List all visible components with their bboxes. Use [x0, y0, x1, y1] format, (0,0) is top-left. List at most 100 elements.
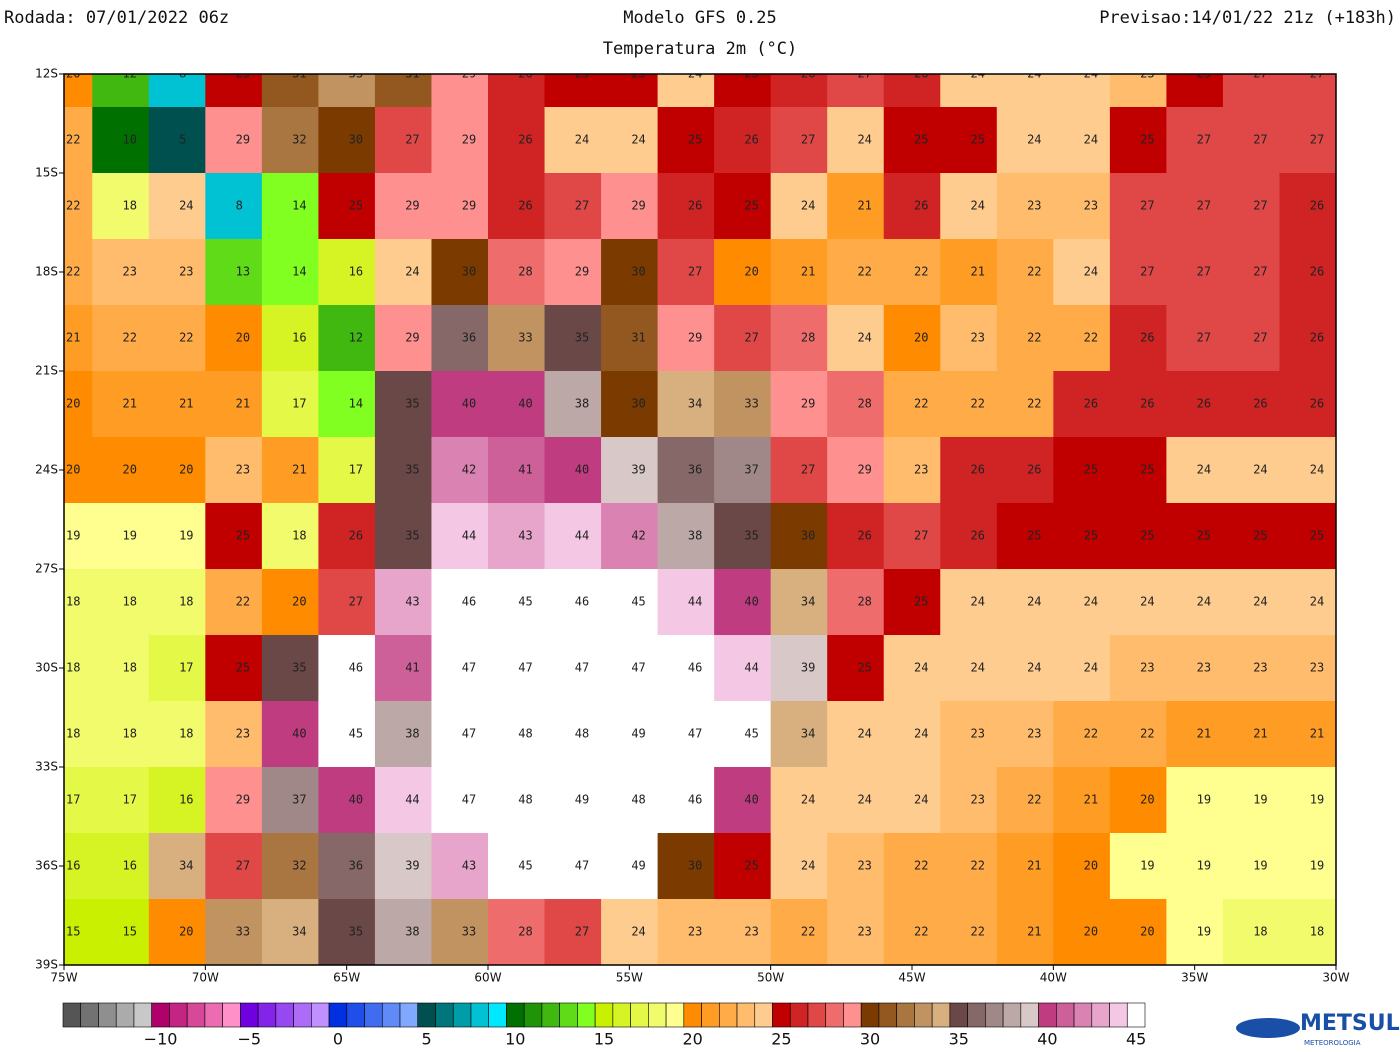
temperature-cell	[544, 767, 602, 834]
temperature-value: 19	[1253, 859, 1267, 873]
temperature-value: 24	[1253, 595, 1267, 609]
temperature-cell	[1166, 767, 1224, 834]
colorbar-cell	[151, 1002, 170, 1028]
temperature-value: 21	[1027, 925, 1041, 939]
temperature-value: 35	[349, 925, 363, 939]
temperature-cell	[92, 239, 150, 306]
temperature-cell	[261, 767, 319, 834]
temperature-cell	[827, 239, 885, 306]
temperature-cell	[1053, 74, 1111, 108]
temperature-cell	[996, 107, 1054, 174]
colorbar-cell	[204, 1002, 223, 1028]
temperature-cell	[1109, 173, 1167, 240]
temperature-cell	[657, 503, 715, 570]
temperature-cell	[1222, 701, 1280, 768]
temperature-value: 23	[1084, 199, 1098, 213]
temperature-value: 43	[518, 529, 532, 543]
temperature-cell	[883, 239, 941, 306]
temperature-value: 23	[857, 859, 871, 873]
temperature-value: 37	[292, 793, 306, 807]
colorbar-cell	[98, 1002, 117, 1028]
temperature-value: 19	[1197, 859, 1211, 873]
temperature-value: 36	[688, 463, 702, 477]
temperature-cell	[374, 371, 432, 438]
colorbar-cell	[417, 1002, 436, 1028]
temperature-value: 35	[575, 331, 589, 345]
temperature-value: 26	[801, 67, 815, 81]
temperature-cell	[488, 569, 546, 636]
temperature-cell	[1166, 635, 1224, 702]
variable-label: Temperatura 2m (°C)	[603, 39, 797, 59]
temperature-value: 40	[462, 397, 476, 411]
colorbar-cell	[594, 1002, 614, 1028]
temperature-value: 25	[1310, 529, 1324, 543]
temperature-cell	[261, 569, 319, 636]
temperature-cell	[544, 701, 602, 768]
temperature-cell	[1279, 767, 1336, 834]
temperature-cell	[261, 503, 319, 570]
colorbar-cell	[878, 1002, 897, 1028]
temperature-value: 38	[688, 529, 702, 543]
temperature-value: 29	[801, 397, 815, 411]
lon-label: 30W	[1322, 971, 1349, 985]
temperature-cell	[488, 239, 546, 306]
temperature-cell	[1279, 833, 1336, 900]
temperature-value: 25	[236, 661, 250, 675]
temperature-value: 34	[801, 595, 815, 609]
temperature-cell	[64, 635, 93, 702]
temperature-cell	[601, 899, 659, 965]
temperature-value: 24	[914, 661, 928, 675]
temperature-cell	[1279, 635, 1336, 702]
temperature-cell	[1053, 569, 1111, 636]
temperature-cell	[92, 173, 150, 240]
temperature-cell	[148, 437, 206, 504]
temperature-value: 48	[631, 793, 645, 807]
temperature-cell	[1222, 74, 1280, 108]
temperature-value: 24	[971, 67, 985, 81]
temperature-cell	[883, 767, 941, 834]
temperature-cell	[205, 74, 263, 108]
temperature-value: 15	[66, 925, 80, 939]
temperature-cell	[64, 437, 93, 504]
temperature-cell	[940, 107, 998, 174]
temperature-value: 47	[518, 661, 532, 675]
temperature-cell	[431, 569, 489, 636]
colorbar-label: 35	[949, 1030, 969, 1049]
temperature-value: 26	[971, 529, 985, 543]
temperature-value: 21	[971, 265, 985, 279]
temperature-value: 22	[971, 925, 985, 939]
temperature-value: 21	[236, 397, 250, 411]
temperature-cell	[1053, 371, 1111, 438]
temperature-cell	[261, 74, 319, 108]
temperature-value: 24	[1084, 133, 1098, 147]
colorbar-cell	[914, 1002, 933, 1028]
temperature-value: 17	[292, 397, 306, 411]
temperature-cell	[374, 74, 432, 108]
temperature-value: 28	[857, 397, 871, 411]
temperature-cell	[261, 899, 319, 965]
colorbar-label: 45	[1126, 1030, 1146, 1049]
colorbar-cell	[523, 1002, 543, 1028]
temperature-cell	[431, 833, 489, 900]
temperature-cell	[657, 107, 715, 174]
temperature-value: 21	[1084, 793, 1098, 807]
temperature-cell	[770, 107, 828, 174]
temperature-value: 29	[405, 199, 419, 213]
temperature-cell	[827, 503, 885, 570]
temperature-value: 17	[179, 661, 193, 675]
temperature-value: 19	[66, 529, 80, 543]
temperature-cell	[374, 635, 432, 702]
temperature-value: 29	[236, 133, 250, 147]
temperature-value: 38	[575, 397, 589, 411]
temperature-value: 27	[575, 199, 589, 213]
temperature-cell	[1053, 701, 1111, 768]
temperature-value: 21	[179, 397, 193, 411]
temperature-cell	[996, 701, 1054, 768]
temperature-value: 26	[1253, 397, 1267, 411]
temperature-value: 24	[1253, 463, 1267, 477]
temperature-cell	[601, 239, 659, 306]
temperature-cell	[205, 833, 263, 900]
temperature-value: 33	[462, 925, 476, 939]
temperature-cell	[1109, 371, 1167, 438]
colorbar-cell	[1020, 1002, 1039, 1028]
